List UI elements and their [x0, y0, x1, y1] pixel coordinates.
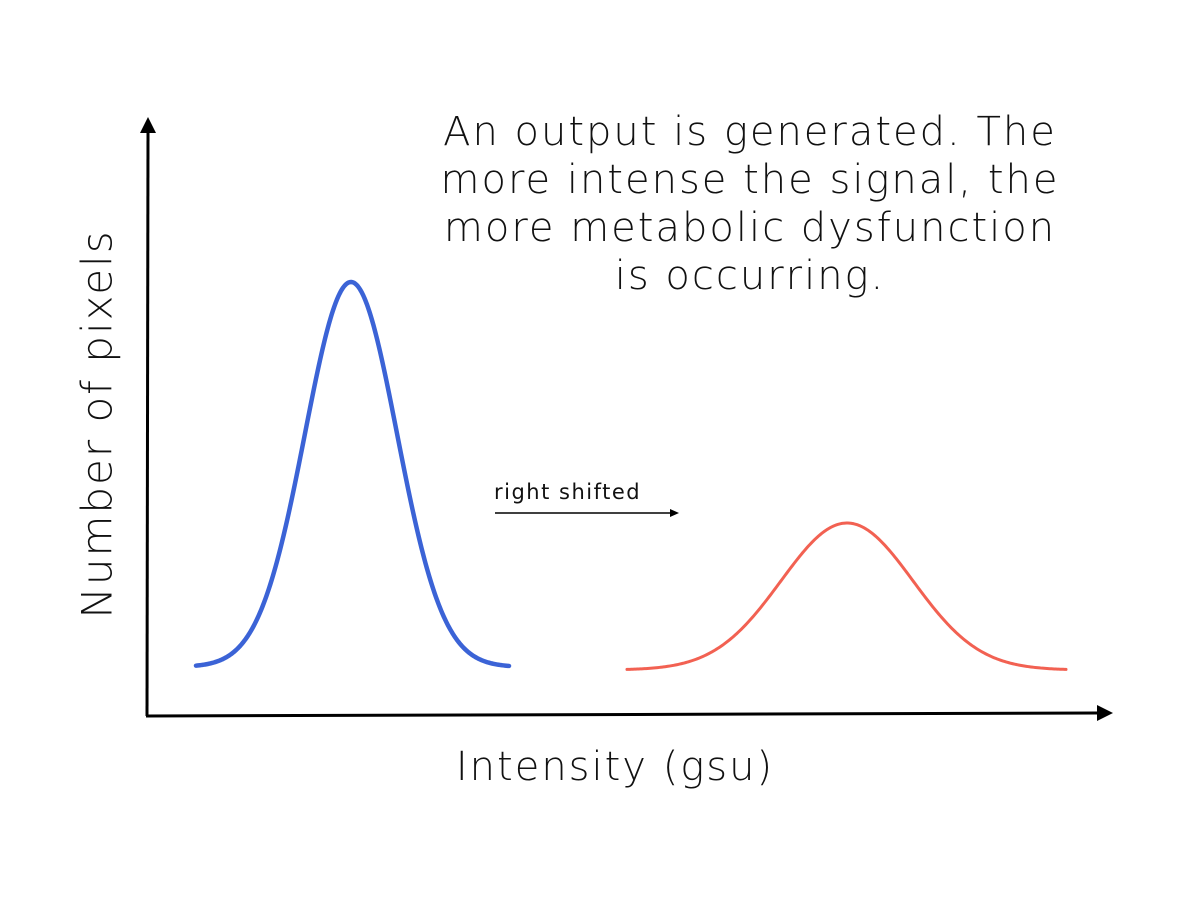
shift-label: right shifted: [494, 480, 642, 504]
caption-line-2: more intense the signal, the: [440, 157, 1060, 203]
y-axis-label: Number of pixels: [72, 229, 122, 619]
y-axis-line: [145, 131, 150, 717]
x-axis-line: [145, 711, 1099, 718]
baseline-distribution-curve: [193, 279, 512, 669]
x-axis-arrowhead: [1097, 705, 1113, 721]
caption-line-1: An output is generated. The: [443, 109, 1057, 155]
caption-text: An output is generated. The more intense…: [395, 108, 1105, 300]
x-axis-label: Intensity (gsu): [455, 744, 775, 790]
caption-line-3: more metabolic dysfunction: [443, 205, 1057, 251]
shifted-distribution-curve: [625, 521, 1068, 671]
y-axis-arrowhead: [140, 117, 156, 133]
caption-line-4: is occurring.: [614, 253, 886, 299]
shift-arrow-head: [670, 509, 679, 517]
